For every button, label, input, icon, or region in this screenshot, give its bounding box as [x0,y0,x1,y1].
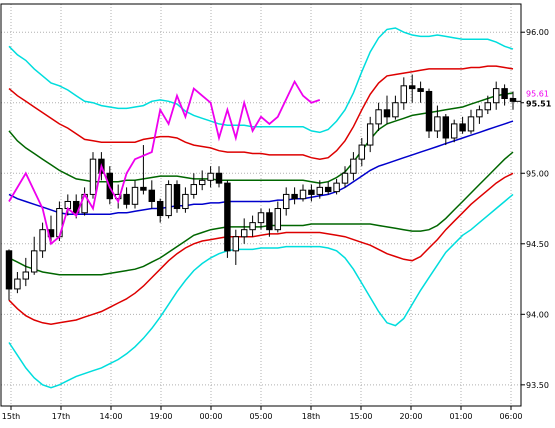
candle-body [400,85,408,104]
candle-body [257,212,265,224]
x-tick-label: 15:00 [349,412,372,421]
y-tick-label: 96.00 [526,28,549,37]
candle-body [291,193,298,200]
candle-body [375,109,382,125]
band-line-3 [8,120,514,215]
x-tick-label: 14:00 [99,412,122,421]
x-tick-label: 01:00 [449,412,472,421]
candle-body [459,123,466,132]
candle-body [484,102,492,111]
candle-body [316,186,324,195]
candle-body [299,189,307,200]
band-line-1 [8,65,514,160]
axis-layer: 96.0095.5095.0094.5094.0093.5015th17th14… [2,28,554,421]
candle-body [308,189,315,195]
x-tick-label: 15th [2,412,20,421]
candle-body [450,123,458,139]
candle-body [224,182,231,252]
candle-body [341,172,349,184]
candle-body [156,200,164,217]
candle-body [333,182,340,193]
candle-body [383,109,391,118]
y-tick-label: 93.50 [526,381,549,390]
candle-body [215,172,223,184]
candle-body [198,179,206,186]
candle-body [492,88,500,104]
y-tick-label: 94.50 [526,240,549,249]
candle-body [501,88,508,100]
candle-body [173,184,181,210]
candle-body [5,250,13,290]
candle-body [434,116,441,132]
y-tick-label: 94.00 [526,310,549,319]
candle-body [358,144,366,160]
candle-body [266,212,273,231]
candle-body [182,193,189,210]
candle-body [148,189,156,202]
band-line-0 [8,27,514,134]
candle-body [39,229,46,252]
current-price-label: 95.51 [526,99,552,108]
x-tick-label: 19:00 [149,412,172,421]
candle-body [140,186,147,191]
x-tick-label: 17th [52,412,70,421]
candle-body [89,158,97,195]
candle-body [425,90,433,132]
candle-body [467,116,475,132]
candle-body [22,271,30,280]
candle-body [392,102,399,118]
candle-body [190,184,198,195]
x-tick-label: 05:00 [249,412,272,421]
candle-body [232,236,240,252]
candle-body [165,184,172,217]
band-line-5 [8,172,514,325]
x-tick-label: 20:00 [399,412,422,421]
candle-body [366,123,374,146]
y-tick-label: 95.00 [526,169,549,178]
candle-body [408,85,416,90]
candle-body [282,193,290,210]
candle-body [240,229,248,238]
candle-body [350,158,357,174]
x-tick-label: 18th [302,412,320,421]
candle-body [14,278,21,290]
band-line-6 [8,193,514,389]
candle-body [123,193,130,205]
oscillator-layer [8,79,321,246]
candle-body [417,88,424,92]
x-tick-label: 00:00 [199,412,222,421]
secondary-price-label: 95.61 [526,89,549,98]
candle-body [476,109,483,118]
oscillator-line [8,79,321,246]
candle-body [442,116,450,139]
candle-body [249,222,256,231]
candle-body [131,186,139,205]
candle-body [274,208,282,231]
plot-frame [0,3,522,407]
candle-body [207,172,214,181]
current-price-bg [524,97,554,109]
x-tick-label: 06:00 [499,412,522,421]
candle-body [30,250,38,273]
candle-body [324,186,332,193]
